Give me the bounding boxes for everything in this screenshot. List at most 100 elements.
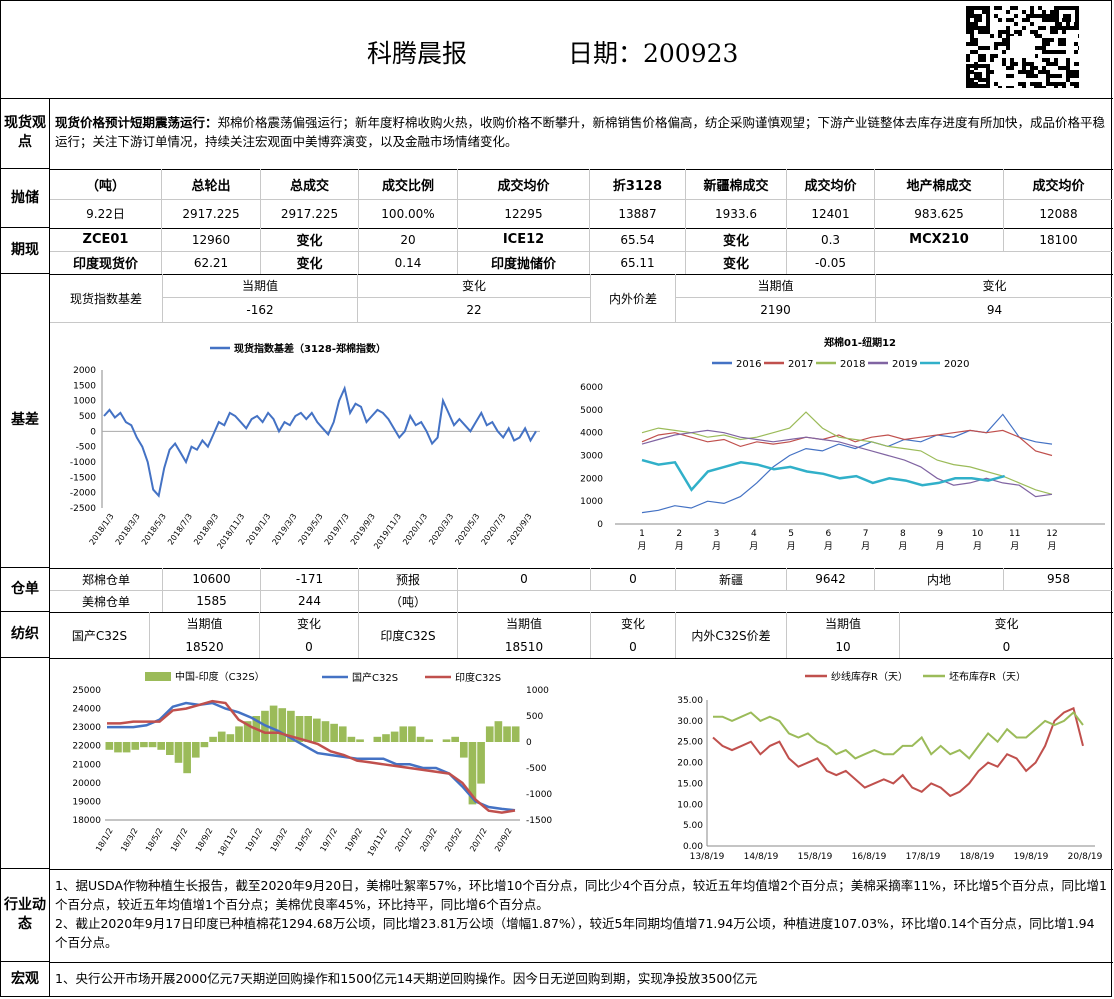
spread-bar (140, 742, 148, 748)
yarn-price-chart: 中国-印度（C32S） 国产C32S 印度C32S 25000 24000 23000 22… (72, 670, 552, 858)
spread-bar (459, 742, 468, 758)
y-right-tick-label: 0 (526, 738, 532, 748)
spread-bar (485, 726, 494, 742)
y-left-tick-label: 20000 (72, 779, 101, 789)
section-label-basis: 基差 (1, 274, 50, 568)
auction-value-cell: 1933.6 (686, 199, 787, 228)
y-tick-label: 0 (597, 520, 603, 530)
x-tick-label: 19/11/2 (366, 827, 389, 858)
x-tick-unit: 月 (898, 541, 907, 552)
textile-value-cell: 0 (591, 635, 676, 658)
x-tick-label: 2019/3/3 (271, 512, 299, 547)
y-tick-label: -2000 (70, 489, 96, 499)
x-tick-label: 2018/1/3 (88, 512, 116, 547)
spot-section: 现货价格预计短期震荡运行：郑棉价格震荡偏强运行；新年度籽棉收购火热，收购价格不断… (50, 98, 1113, 170)
spread-bar (373, 736, 382, 742)
y-tick-label: 1000 (580, 497, 603, 507)
y-left-tick-label: 23000 (72, 723, 101, 733)
spread-bar (131, 742, 140, 750)
futures-cell: 18100 (1039, 232, 1078, 247)
spread-bar (114, 742, 122, 753)
series-line (712, 706, 1084, 798)
legend-label: 现货指数基差（3128-郑棉指数） (234, 342, 386, 355)
section-label-warehouse: 仓单 (1, 568, 50, 612)
basis-index-label: 现货指数基差 (50, 274, 163, 322)
spread-bar (425, 739, 434, 742)
spread-bar (235, 726, 243, 742)
auction-value-cell: 13887 (590, 199, 686, 228)
x-tick-label: 8 (900, 529, 906, 539)
textile-head-cell: 当期值 (458, 612, 591, 635)
x-tick-label: 2 (676, 529, 682, 539)
y-left-tick-label: 19000 (72, 797, 101, 807)
warehouse-cell: 内地 (875, 568, 1004, 590)
x-tick-label: 2020/9/3 (506, 512, 534, 547)
legend-swatch (145, 672, 171, 681)
series-line (641, 411, 1053, 495)
basis-index-chart: 现货指数基差（3128-郑棉指数） 2000 1500 1000 500 0 -500 -10… (70, 342, 540, 551)
x-tick-label: 2019/1/3 (244, 512, 272, 547)
chart-title: 郑棉01-纽期12 (824, 336, 896, 349)
y-tick-label: 1000 (73, 397, 96, 407)
x-tick-unit: 月 (861, 541, 870, 552)
x-tick-label: 11 (1009, 529, 1020, 539)
x-tick-unit: 月 (637, 541, 646, 552)
warehouse-cell: 美棉仓单 (50, 590, 163, 612)
report-header: 科腾晨报 日期：200923 (1, 1, 1113, 99)
spread-bar (442, 739, 451, 742)
y-tick-label: 4000 (580, 429, 603, 439)
textile-head-cell: 当期值 (787, 612, 900, 635)
spread-bar (157, 742, 166, 750)
futures-cell: MCX210 (875, 228, 1004, 251)
x-tick-label: 7 (863, 529, 869, 539)
spread-bar (382, 734, 390, 742)
spread-bar (191, 742, 200, 758)
futures-cell: 0.3 (787, 228, 875, 251)
x-tick-label: 18/9/2 (194, 827, 215, 854)
spread-bar (209, 736, 217, 742)
macro-section: 1、央行公开市场开展2000亿元7天期逆回购操作和1500亿元14天期逆回购操作… (50, 962, 1113, 997)
x-tick-label: 20/8/19 (1068, 852, 1103, 862)
y-tick-label: 30.00 (677, 717, 703, 727)
y-tick-label: -1500 (70, 473, 96, 483)
inventory-ratio-chart: 纱线库存R（天） 坯布库存R（天） 35.00 30.00 25.00 20.00 15.0… (677, 670, 1103, 862)
x-tick-label: 18/5/2 (144, 827, 165, 854)
legend-label: 纱线库存R（天） (831, 670, 908, 683)
legend-label: 坯布库存R（天） (949, 670, 1026, 683)
futures-cell: 12960 (162, 228, 261, 251)
spread-bar (278, 708, 287, 742)
textile-value-cell: 0 (1002, 639, 1011, 654)
futures-cell: 20 (359, 228, 458, 251)
textile-head-cell: 变化 (994, 617, 1019, 631)
spread-bar (477, 742, 485, 784)
series-line (641, 458, 1006, 492)
auction-header-cell: 成交均价 (458, 169, 590, 199)
futures-cell: 62.21 (162, 251, 261, 274)
auction-value-cell: 12088 (1039, 206, 1078, 221)
x-tick-label: 20/5/2 (443, 827, 464, 854)
futures-cell: 65.11 (590, 251, 686, 274)
qr-code-icon (966, 6, 1079, 88)
x-tick-label: 2020/5/3 (453, 512, 481, 547)
basis-spread-change: 94 (986, 303, 1003, 317)
warehouse-cell: 1585 (163, 590, 261, 612)
textile-charts: 中国-印度（C32S） 国产C32S 印度C32S 25000 24000 23000 22… (50, 658, 1113, 870)
y-tick-label: 1500 (73, 381, 96, 391)
futures-cell: 印度现货价 (50, 251, 162, 274)
auction-value-cell: 983.625 (875, 199, 1004, 228)
spread-bar (217, 731, 226, 742)
spread-bar (174, 742, 183, 763)
y-right-tick-label: 500 (526, 712, 543, 722)
warehouse-cell: -171 (261, 568, 359, 590)
x-tick-label: 19/7/2 (319, 827, 340, 854)
warehouse-cell: 预报 (359, 568, 458, 590)
x-tick-label: 19/8/19 (1014, 852, 1049, 862)
basis-spread-head-change: 变化 (876, 274, 1113, 298)
industry-item-2: 2、截止2020年9月17日印度已种植棉花1294.68万公顷，同比增23.81… (55, 916, 1095, 950)
series-line (641, 429, 1053, 457)
warehouse-cell: 新疆 (676, 568, 787, 590)
x-tick-unit: 月 (824, 541, 833, 552)
y-left-tick-label: 24000 (72, 705, 101, 715)
x-tick-label: 18/7/2 (169, 827, 190, 854)
